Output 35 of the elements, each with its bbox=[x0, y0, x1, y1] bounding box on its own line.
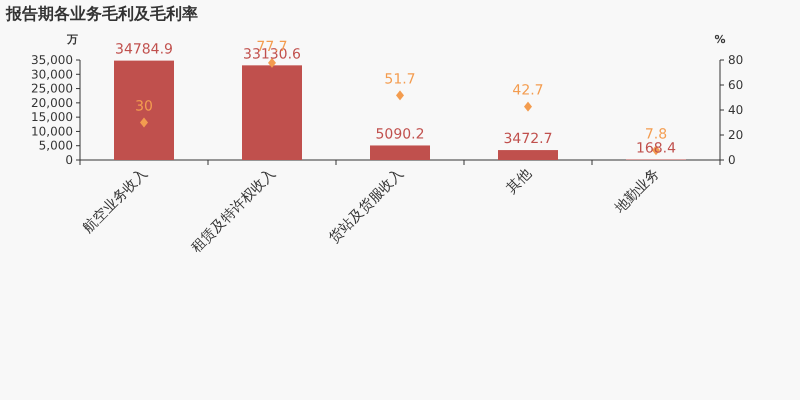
data-label: 7.8 bbox=[644, 126, 668, 142]
bar bbox=[498, 150, 558, 160]
data-label: 30 bbox=[135, 98, 153, 114]
y2-axis-title: % bbox=[714, 33, 726, 46]
y2-tick-label: 0 bbox=[728, 153, 736, 167]
y-axis-title: 万 bbox=[66, 33, 78, 46]
y2-tick-label: 60 bbox=[728, 78, 744, 92]
y-tick-label: 20,000 bbox=[31, 96, 73, 110]
data-label: 34784.9 bbox=[115, 42, 173, 58]
y2-tick-label: 20 bbox=[728, 128, 744, 142]
y-tick-label: 10,000 bbox=[31, 124, 73, 138]
x-tick-label: 租赁及特许权收入 bbox=[188, 166, 279, 256]
bar bbox=[114, 60, 174, 160]
point bbox=[396, 90, 404, 100]
y-tick-label: 30,000 bbox=[31, 67, 73, 82]
x-tick-label: 货站及货服收入 bbox=[326, 166, 407, 246]
chart-title: 报告期各业务毛利及毛利率 bbox=[5, 4, 198, 23]
data-label: 3472.7 bbox=[504, 131, 552, 148]
point bbox=[140, 118, 148, 128]
y-tick-label: 15,000 bbox=[31, 110, 73, 124]
y2-tick-label: 40 bbox=[728, 103, 744, 117]
y-tick-label: 5,000 bbox=[38, 138, 73, 153]
y-tick-label: 0 bbox=[65, 153, 73, 167]
data-label: 42.7 bbox=[512, 82, 544, 99]
x-tick-label: 地勤业务 bbox=[611, 166, 663, 218]
x-tick-label: 航空业务收入 bbox=[80, 166, 151, 236]
x-tick-label: 其他 bbox=[504, 166, 535, 197]
y-tick-label: 35,000 bbox=[31, 53, 73, 67]
y2-tick-label: 80 bbox=[728, 53, 744, 67]
data-label: 51.7 bbox=[384, 71, 416, 88]
bar bbox=[242, 65, 302, 160]
point bbox=[524, 102, 532, 112]
y-tick-label: 25,000 bbox=[31, 82, 73, 96]
bar bbox=[370, 145, 430, 160]
data-label: 5090.2 bbox=[376, 126, 424, 142]
